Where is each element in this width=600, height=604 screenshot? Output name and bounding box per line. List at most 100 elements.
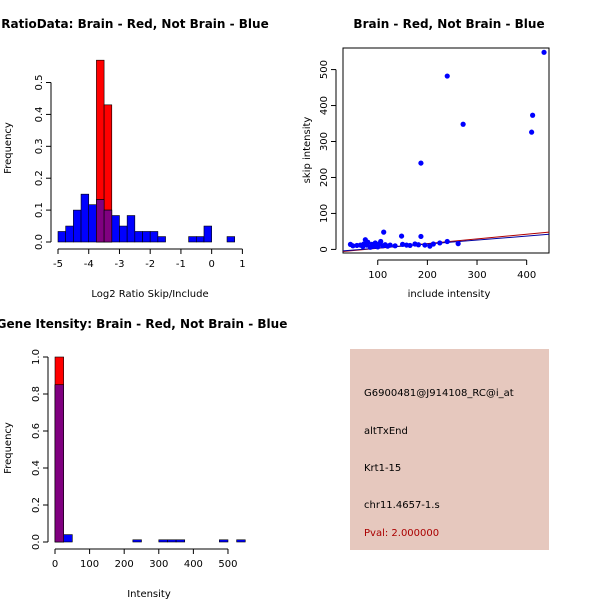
scatter-point [444,238,450,245]
intensity-histogram-ylabel: Frequency [3,422,14,474]
intensity-x-tick-label: 100 [80,559,99,570]
scatter-point [422,242,428,248]
ratio-y-tick-label: 0.4 [34,106,45,122]
scatter-point [418,233,424,240]
scatter-panel: Brain - Red, Not Brain - Blue 100 200 300 4… [302,17,550,300]
ratio-y-tick-label: 0.5 [34,75,45,91]
scatter-x-tick-label: 200 [418,270,437,281]
scatter-x-tick-label: 100 [368,270,387,281]
ratio-bar-not-brain [65,225,74,243]
intensity-y-tick-label: 0.8 [31,386,42,402]
intensity-histogram-bars [54,356,246,543]
intensity-x-tick-label: 300 [149,559,168,570]
ratio-bar-not-brain [134,231,143,243]
ratio-x-tick-label: -1 [176,259,186,270]
info-probe-id: G6900481@J914108_RC@i_at [364,388,514,399]
ratio-x-tick-label: -3 [114,259,124,270]
intensity-bar-not-brain [63,534,73,543]
ratio-histogram-xlabel: Log2 Ratio Skip/Include [91,289,208,300]
ratio-x-tick-label: 1 [239,259,245,270]
ratio-bar-not-brain [149,231,159,243]
ratio-bar-not-brain [142,231,151,243]
intensity-histogram-xlabel: Intensity [127,589,171,600]
scatter-point [415,242,422,248]
scatter-plot-box [342,47,550,254]
intensity-y-tick-label: 0.0 [31,534,42,550]
info-panel-background [350,349,549,550]
scatter-point [387,242,393,248]
intensity-bar-not-brain [175,539,186,543]
intensity-y-tick-label: 1.0 [31,349,42,365]
ratio-x-tick-label: -4 [84,259,94,270]
info-event-type: altTxEnd [364,426,408,437]
scatter-axes: 100 200 300 400 0 100 200 300 400 500 [319,60,536,281]
intensity-bar-not-brain [158,539,168,543]
scatter-point [407,242,413,249]
scatter-x-tick-label: 400 [517,270,536,281]
intensity-x-tick-label: 500 [218,559,237,570]
scatter-point [455,241,461,247]
ratio-histogram-ylabel: Frequency [3,122,14,174]
intensity-x-tick-label: 400 [184,559,203,570]
ratio-bar-not-brain [80,193,90,243]
ratio-bar-overlap [103,209,113,243]
scatter-point [444,73,450,79]
scatter-point [529,129,535,135]
ratio-bar-not-brain [203,225,212,243]
ratio-bar-not-brain [188,236,197,243]
info-pval: Pval: 2.000000 [364,528,439,539]
scatter-title: Brain - Red, Not Brain - Blue [353,17,544,31]
scatter-point [399,241,406,247]
ratio-y-tick-label: 0.2 [34,170,45,186]
scatter-point [381,229,387,235]
ratio-bar-not-brain [157,236,166,243]
scatter-ylabel: skip intensity [302,117,313,184]
scatter-y-tick-label: 300 [319,132,330,151]
scatter-point [460,121,466,127]
scatter-y-tick-label: 100 [319,204,330,223]
ratio-bar-overlap [96,199,105,243]
intensity-y-tick-label: 0.4 [31,460,42,476]
scatter-y-tick-label: 400 [319,96,330,115]
ratio-bar-not-brain [195,236,205,243]
ratio-bar-not-brain [88,204,97,243]
intensity-histogram-title: Gene Itensity: Brain - Red, Not Brain - … [0,317,287,331]
scatter-point [530,112,536,118]
ratio-y-tick-label: 0.0 [34,234,45,250]
scatter-point [392,243,398,249]
scatter-point [350,243,356,249]
intensity-bar-not-brain [132,539,142,543]
ratio-histogram-axes: -5 -4 -3 -2 -1 0 1 0.0 0.1 0.2 0.3 0.4 0.5 [34,75,246,270]
ratio-histogram-panel: RatioData: Brain - Red, Not Brain - Blue… [1,17,268,300]
scatter-points [347,49,547,250]
ratio-y-tick-label: 0.3 [34,138,45,154]
ratio-x-tick-label: 0 [208,259,214,270]
intensity-bar-not-brain [236,539,246,543]
scatter-point [365,239,371,245]
ratio-bar-not-brain [73,209,82,243]
intensity-x-tick-label: 200 [115,559,134,570]
scatter-point [541,49,547,55]
scatter-point [430,241,436,247]
intensity-bar-overlap [54,384,64,543]
ratio-bar-not-brain [126,215,136,243]
intensity-histogram-axes: 0 100 200 300 400 500 0.0 0.2 0.4 0.6 0.8 1.0 [31,349,238,570]
scatter-point [398,233,405,239]
ratio-bar-not-brain [226,236,236,243]
ratio-y-tick-label: 0.1 [34,202,45,218]
ratio-histogram-title: RatioData: Brain - Red, Not Brain - Blue [1,17,268,31]
scatter-y-tick-label: 500 [319,60,330,79]
info-locus: chr11.4657-1.s [364,500,440,511]
info-gene: Krt1-15 [364,463,401,474]
intensity-histogram-panel: Gene Itensity: Brain - Red, Not Brain - … [0,317,287,600]
intensity-x-tick-label: 0 [52,559,58,570]
scatter-y-tick-label: 0 [319,246,330,252]
intensity-y-tick-label: 0.2 [31,497,42,513]
intensity-bar-not-brain [219,539,229,543]
ratio-bar-not-brain [111,215,120,243]
info-panel: G6900481@J914108_RC@i_at altTxEnd Krt1-1… [350,349,549,550]
ratio-histogram-bars [57,59,236,243]
intensity-y-tick-label: 0.6 [31,423,42,439]
ratio-bar-not-brain [57,231,66,243]
